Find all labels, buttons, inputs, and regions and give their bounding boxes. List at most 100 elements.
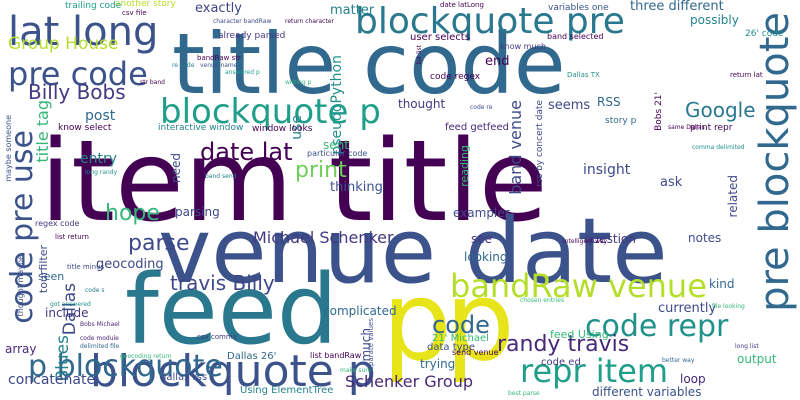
- word: str band: [140, 79, 165, 86]
- word: p: [445, 257, 515, 385]
- word: trying: [420, 357, 456, 371]
- word: particular code: [307, 149, 368, 158]
- word: re code: [172, 62, 195, 69]
- word: writing p: [285, 79, 312, 86]
- word: same Dallas: [668, 124, 705, 131]
- word: seen: [38, 270, 65, 283]
- word: file looking: [712, 303, 745, 310]
- word: need: [169, 153, 183, 183]
- word: Dallas TX: [567, 71, 600, 79]
- word: return character: [285, 18, 334, 25]
- word: rss by concert date: [535, 100, 545, 187]
- word: pre blockquote: [752, 12, 798, 312]
- word: variables one: [548, 3, 609, 13]
- word: dallas rss: [160, 372, 208, 383]
- word: thought maybe: [16, 255, 25, 317]
- word: p blockquote: [28, 349, 223, 384]
- word: print repr: [690, 123, 733, 133]
- word: code: [432, 311, 490, 339]
- word: know select: [58, 123, 112, 133]
- word: chosen entries: [520, 297, 565, 304]
- word: feed: [125, 254, 338, 366]
- word: Dallas 26': [227, 351, 277, 362]
- word: different variables: [592, 385, 702, 399]
- word: code module: [80, 335, 119, 342]
- word: randy travis: [497, 332, 630, 357]
- word: long list: [735, 343, 759, 350]
- word: ask: [660, 175, 683, 190]
- word: p: [382, 257, 452, 385]
- word: feed getfeed: [445, 122, 509, 133]
- word: print: [295, 158, 347, 183]
- word: story p: [605, 116, 637, 126]
- word: blockquote pre: [355, 1, 625, 42]
- word: parsing: [175, 205, 220, 219]
- word: csv file: [122, 9, 147, 17]
- word: currently: [658, 301, 717, 316]
- word: travis Billy: [170, 271, 275, 295]
- word: related: [726, 175, 740, 218]
- word: maybe someone: [4, 115, 13, 182]
- word: delimited file: [80, 343, 120, 350]
- word: Bobs 21': [654, 92, 664, 131]
- word: band selected: [547, 32, 604, 41]
- word: loop: [680, 372, 706, 386]
- word: list list: [416, 45, 423, 65]
- word: bandRaw venue: [450, 267, 707, 305]
- word: feed Using: [550, 328, 609, 341]
- word: Google: [685, 98, 756, 122]
- word: list bandRaw: [310, 351, 362, 360]
- word: character bandRaw: [213, 18, 272, 25]
- word: looking: [464, 250, 508, 264]
- word: end: [485, 54, 510, 69]
- word: title code: [172, 15, 566, 113]
- word: concatenate: [8, 372, 96, 388]
- word: Bobs Michael: [80, 321, 120, 328]
- word: 21' Michael: [432, 333, 489, 344]
- word: list return: [55, 233, 89, 241]
- word: make sure: [340, 367, 372, 374]
- word: Group House: [8, 34, 119, 54]
- word: entry: [80, 151, 118, 167]
- word: title minus: [67, 263, 105, 271]
- word: see: [471, 232, 493, 246]
- word: geocoding return: [120, 353, 172, 360]
- word: better way: [662, 357, 695, 364]
- word: band venue: [506, 100, 525, 195]
- word: code repr: [585, 309, 729, 344]
- word: separate values: [367, 318, 375, 374]
- word: code regex: [430, 72, 481, 82]
- word: examples: [453, 206, 511, 220]
- word: sent: [323, 138, 349, 152]
- word: date lat: [200, 138, 293, 166]
- word: return lat: [730, 71, 763, 79]
- word: user selects: [410, 32, 470, 43]
- word: window looks: [252, 124, 313, 134]
- word: trailing code: [65, 1, 122, 11]
- word: hope: [105, 201, 160, 226]
- word: send venue: [452, 348, 499, 357]
- word: regex code: [35, 219, 80, 228]
- word: RSS: [597, 95, 621, 109]
- word: venue date: [158, 199, 668, 304]
- word: title tag: [33, 100, 52, 163]
- word: comma delimited: [692, 144, 745, 151]
- word: repr item: [520, 352, 669, 390]
- word: already parsed: [218, 31, 286, 41]
- word: Michael Schenker: [253, 228, 394, 247]
- word: data type: [427, 342, 476, 353]
- word: intelligent way: [563, 238, 608, 245]
- word: know much: [500, 42, 547, 51]
- word: post: [85, 108, 116, 124]
- word: three different: [630, 0, 724, 14]
- word: thinking: [330, 180, 383, 195]
- word: notes: [688, 231, 722, 245]
- word: long randy: [85, 169, 118, 176]
- word: interactive window: [158, 123, 244, 133]
- word: date latLong: [440, 1, 484, 9]
- word: include: [45, 306, 89, 320]
- word: csv comma: [197, 333, 237, 341]
- word: another story: [115, 0, 176, 9]
- word: got answered: [50, 301, 91, 308]
